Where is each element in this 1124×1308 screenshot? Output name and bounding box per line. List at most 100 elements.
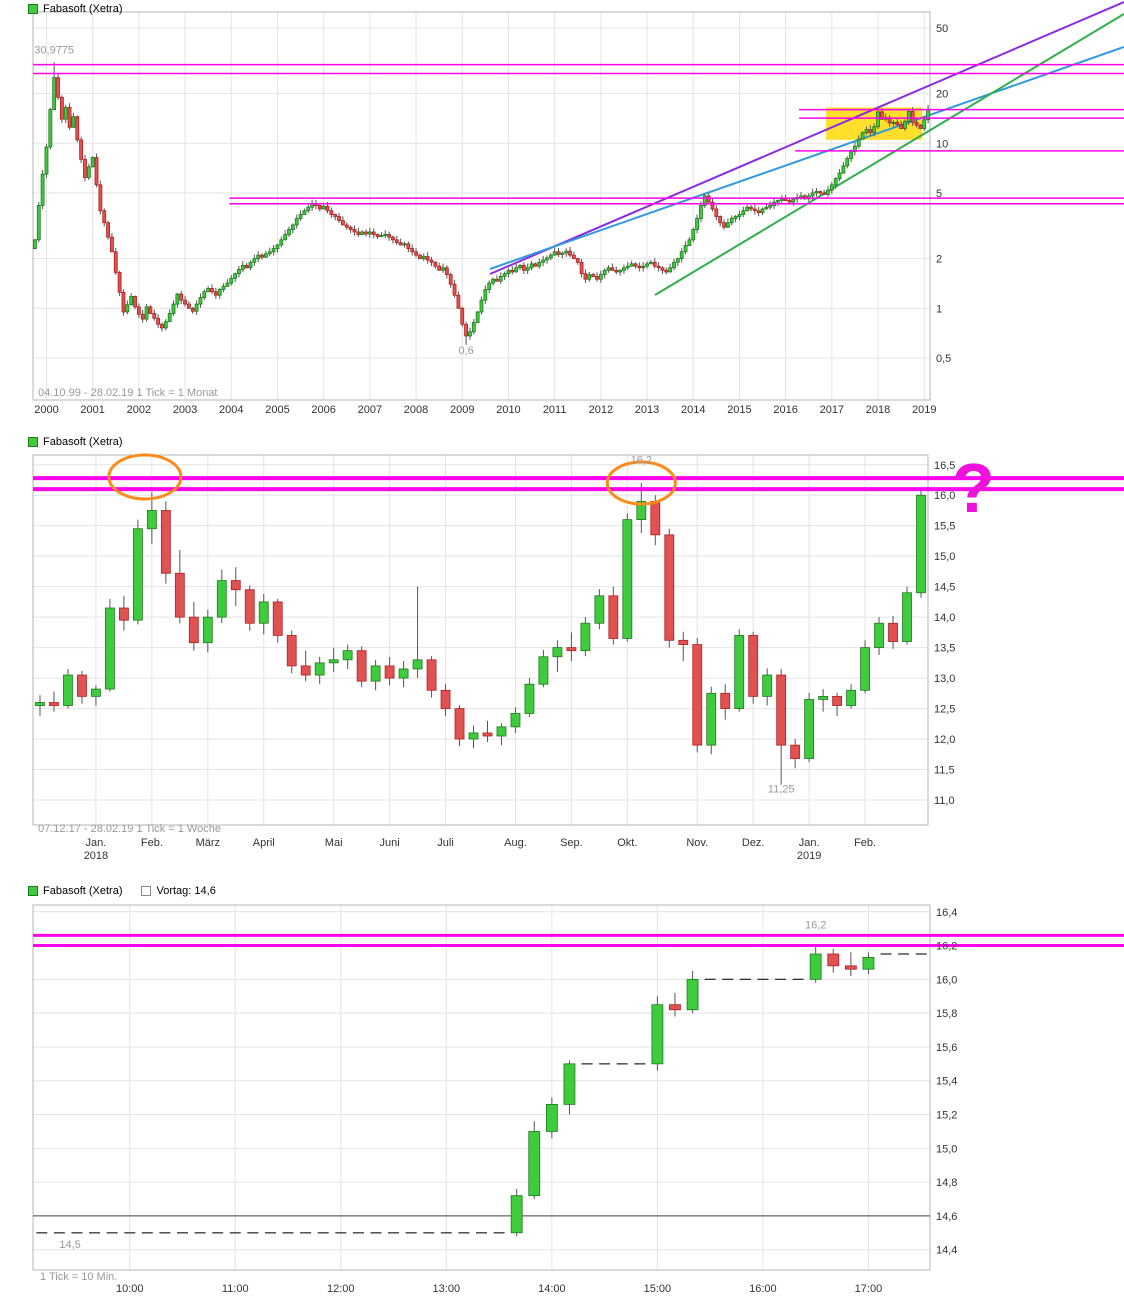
candle-up: [564, 250, 569, 254]
candle-down: [133, 296, 137, 308]
candle-down: [591, 274, 596, 277]
candle-up: [545, 257, 549, 261]
candle-up: [63, 107, 68, 120]
candle-up: [762, 674, 773, 697]
x-tick-year-label: 2019: [797, 850, 821, 862]
candle-up: [496, 726, 507, 737]
chart-legend-weekly: Fabasoft (Xetra): [28, 436, 122, 448]
candle-down: [56, 77, 60, 98]
candle-down: [664, 534, 675, 641]
x-tick-label: 2005: [265, 404, 289, 416]
candle-up: [872, 126, 877, 134]
candle-down: [437, 265, 442, 271]
plot-border: [32, 904, 931, 1271]
y-tick-label: 14,5: [934, 582, 955, 594]
x-tick-label: 14:00: [538, 1283, 566, 1295]
candle-down: [575, 258, 580, 263]
candle-up: [856, 138, 861, 147]
x-tick-label: 2015: [727, 404, 751, 416]
candle-up: [862, 956, 875, 970]
question: ?: [952, 449, 995, 527]
candle-up: [202, 291, 207, 299]
footer: 1 Tick = 10 Min.: [40, 1271, 117, 1283]
candle-up: [860, 132, 865, 140]
candle-up: [264, 253, 268, 258]
chart-panel-intraday: Fabasoft (Xetra) Vortag: 14,6 16,2 14,5 14…: [0, 872, 1124, 1308]
candle-down: [595, 276, 599, 280]
candle-down: [899, 124, 904, 129]
candle-down: [406, 243, 411, 250]
series-label: Fabasoft (Xetra): [43, 436, 123, 448]
series-label: Fabasoft (Xetra): [43, 885, 123, 897]
y-tick-label: 16,2: [936, 941, 957, 953]
candle-down: [720, 692, 731, 709]
candle-up: [294, 218, 299, 226]
candle-up: [874, 622, 884, 649]
candle-down: [444, 267, 449, 276]
price-annotation: 16,2: [805, 920, 826, 932]
trend-lines: [489, 1, 1124, 296]
candle-up: [541, 259, 545, 263]
x-tick-label: Jan.: [86, 837, 107, 849]
candle-down: [633, 263, 638, 267]
candle-up: [468, 331, 472, 337]
plot-border: [32, 11, 931, 401]
candle-down: [371, 231, 376, 235]
candle-down: [356, 231, 361, 235]
footer: 07.12.17 - 28.02.19 1 Tick = 1 Woche: [38, 823, 221, 835]
candle-up: [367, 231, 372, 235]
candle-down: [482, 732, 493, 737]
candle-up: [279, 239, 284, 246]
grid: [33, 12, 930, 400]
candle-up: [679, 251, 684, 260]
candle-up: [314, 662, 325, 676]
y-tick-label: 15,4: [936, 1076, 957, 1088]
y-tick-label: 15,2: [936, 1110, 957, 1122]
x-axis-labels: 2000 2001 2002 2003 2004 2005 2006 2007 2008 2009…: [34, 404, 936, 416]
candle-up: [734, 635, 745, 709]
chart-legend-monthly: Fabasoft (Xetra): [28, 3, 122, 15]
candle-down: [756, 210, 761, 214]
series-swatch-icon: [28, 4, 38, 14]
intraday-candlestick-chart[interactable]: 16,2 14,5 14,4 14,6 14,8 15,0 15,2 15,4 15,6 15,8…: [0, 872, 1124, 1308]
candle-down: [426, 659, 437, 691]
candle-up: [598, 274, 603, 280]
candle-down: [160, 323, 164, 329]
candle-up: [814, 191, 819, 194]
candle-down: [152, 313, 157, 319]
candle-down: [174, 572, 185, 618]
candle-up: [402, 243, 407, 246]
candle-up: [806, 195, 811, 200]
candle-up: [421, 256, 426, 260]
y-tick-label: 16,5: [934, 460, 955, 472]
y-tick-label: 15,0: [936, 1143, 957, 1155]
candle-up: [725, 222, 730, 228]
candle-down: [879, 111, 884, 120]
candle-up: [194, 303, 199, 312]
candle-up: [328, 659, 339, 664]
y-tick-label: 1: [936, 303, 942, 315]
candle-down: [210, 287, 214, 293]
candle-down: [341, 220, 345, 226]
y-tick-label: 2: [936, 254, 942, 266]
x-tick-label: 2003: [173, 404, 197, 416]
candle-up: [776, 200, 780, 203]
y-axis-labels: 11,0 11,5 12,0 12,5 13,0 13,5 14,0 14,5 15,0 15,5…: [934, 460, 955, 807]
h-lines: [33, 63, 1124, 205]
y-tick-label: 12,5: [934, 704, 955, 716]
candle-down: [348, 226, 353, 230]
candle-down: [568, 250, 572, 256]
trend-line: [489, 1, 1124, 275]
candle-down: [425, 256, 430, 261]
chart-panel-monthly: Fabasoft (Xetra) 30,9775 0,6 0,5 1 2 5 10 20 50 2…: [0, 0, 1124, 420]
candle-down: [832, 695, 843, 706]
weekly-candlestick-chart[interactable]: ? 16,2 11,25 11,0 11,5 12,0 12,5 13,0 13,5 14,0 14…: [0, 420, 1124, 872]
candle-down: [714, 208, 719, 217]
x-tick-label: 2000: [34, 404, 58, 416]
candle-up: [146, 510, 157, 530]
candle-up: [560, 252, 565, 255]
candle-up: [441, 267, 445, 271]
candle-up: [217, 289, 222, 296]
candle-up: [699, 205, 703, 219]
